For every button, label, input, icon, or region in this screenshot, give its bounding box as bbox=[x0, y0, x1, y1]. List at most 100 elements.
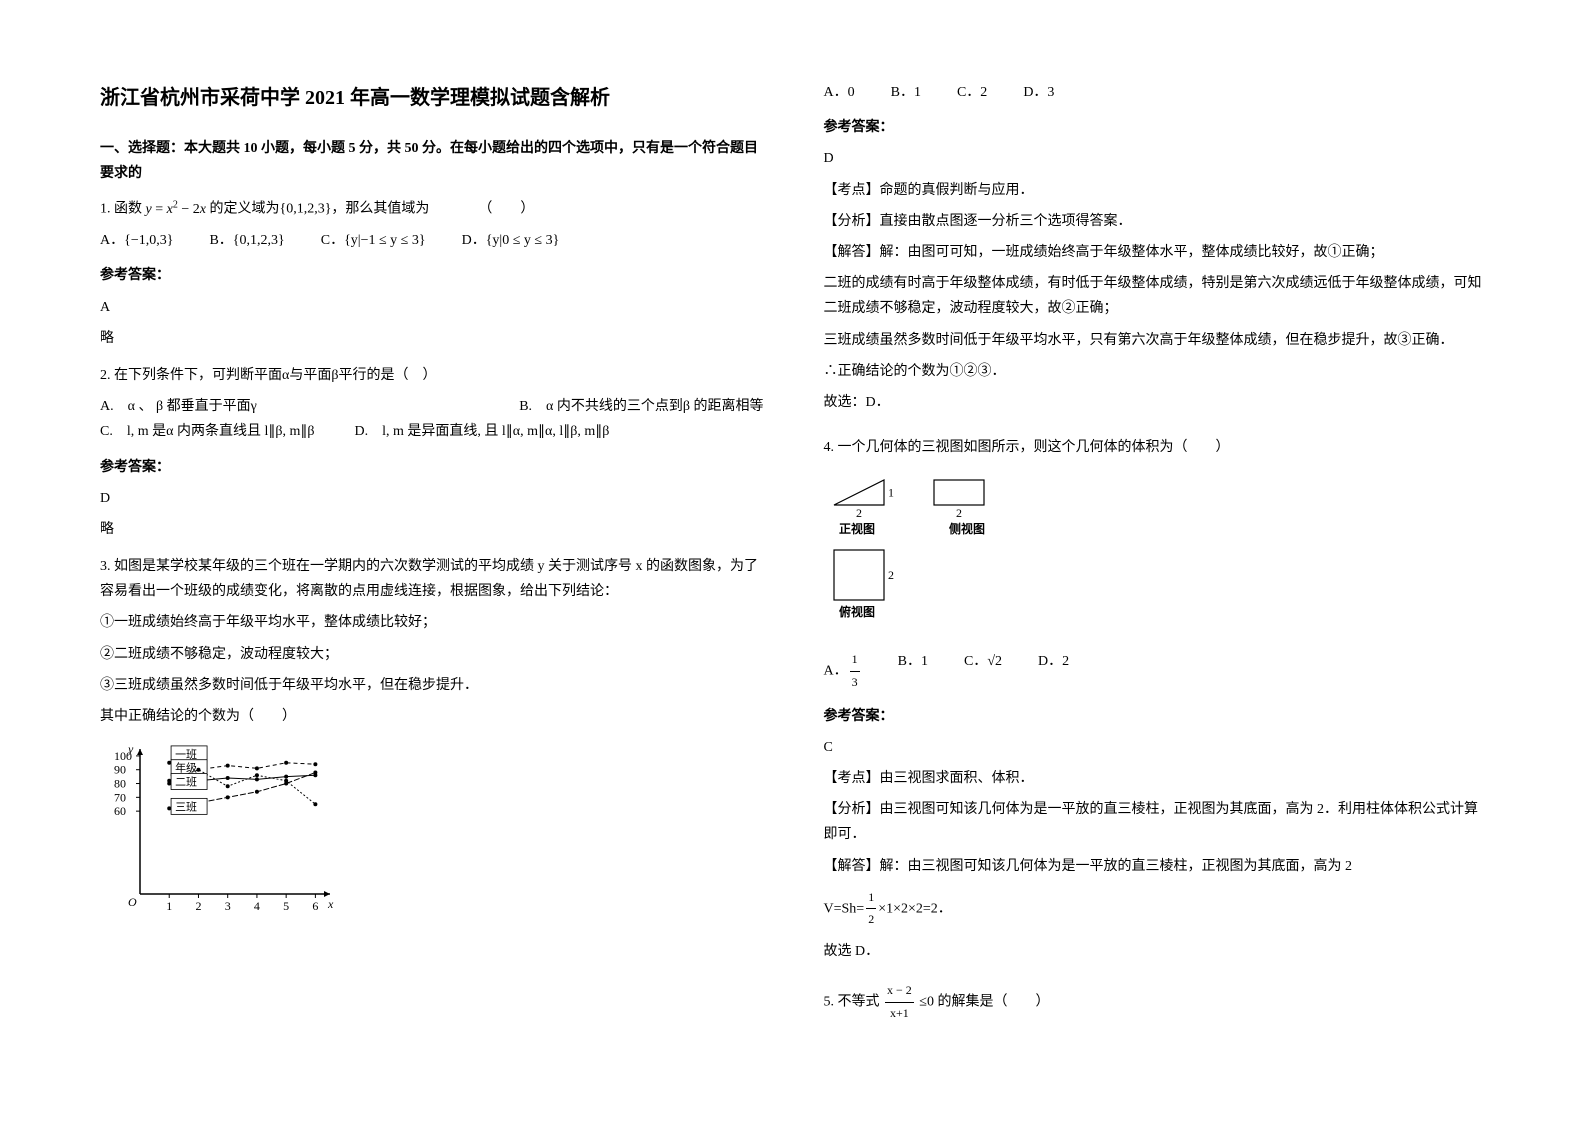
q4-jd: 【解答】解：由三视图可知该几何体为是一平放的直三棱柱，正视图为其底面，高为 2 bbox=[824, 854, 1488, 879]
q1-options: A．{−1,0,3} B．{0,1,2,3} C．{y|−1 ≤ y ≤ 3} … bbox=[100, 228, 764, 253]
q3-text4: ③三班成绩虽然多数时间低于年级平均水平，但在稳步提升． bbox=[100, 673, 764, 698]
q3-jd1: 解：由图可可知，一班成绩始终高于年级整体水平，整体成绩比较好，故①正确； bbox=[880, 245, 1384, 260]
q3-fx-text: 直接由散点图逐一分析三个选项得答案． bbox=[880, 214, 1132, 229]
q1-suffix: 的定义域为{0,1,2,3}，那么其值域为 （ ） bbox=[209, 202, 534, 217]
q2-opt-a: A. α 、 β 都垂直于平面γ bbox=[100, 394, 257, 419]
q1-opt-a: A．{−1,0,3} bbox=[100, 228, 173, 253]
q2-answer: D bbox=[100, 486, 764, 511]
svg-text:1: 1 bbox=[888, 486, 894, 500]
q1-prefix: 1. 函数 bbox=[100, 202, 142, 217]
q3-text1: 3. 如图是某学校某年级的三个班在一学期内的六次数学测试的平均成绩 y 关于测试… bbox=[100, 554, 764, 604]
q3-chart: yxO12345660708090100一班年级二班三班 bbox=[100, 739, 764, 928]
q3-fx: 【分析】直接由散点图逐一分析三个选项得答案． bbox=[824, 209, 1488, 234]
q4-opt-c-prefix: C． bbox=[964, 654, 987, 669]
q3-text3: ②二班成绩不够稳定，波动程度较大； bbox=[100, 642, 764, 667]
q1-opt-c: C．{y|−1 ≤ y ≤ 3} bbox=[321, 228, 426, 253]
q2-opt-c: C. l, m 是α 内两条直线且 l∥β, m∥β bbox=[100, 419, 314, 444]
q4-views: 21正视图2侧视图2俯视图 bbox=[824, 470, 1488, 639]
right-column: A．0 B．1 C．2 D．3 参考答案： D 【考点】命题的真假判断与应用． … bbox=[824, 80, 1488, 1036]
q3-jd4: ∴正确结论的个数为①②③． bbox=[824, 359, 1488, 384]
q3-answer-label: 参考答案： bbox=[824, 115, 1488, 140]
q4-opt-a: A．13 bbox=[824, 649, 862, 693]
q3-opt-c: C．2 bbox=[957, 80, 987, 105]
q3-jd5: 故选：D． bbox=[824, 390, 1488, 415]
q3-opt-b: B．1 bbox=[891, 80, 921, 105]
svg-text:一班: 一班 bbox=[175, 748, 197, 761]
svg-text:年级: 年级 bbox=[175, 761, 197, 775]
question-1: 1. 函数 y = x2 − 2x 的定义域为{0,1,2,3}，那么其值域为 … bbox=[100, 196, 764, 351]
question-4: 4. 一个几何体的三视图如图所示，则这个几何体的体积为（ ） 21正视图2侧视图… bbox=[824, 435, 1488, 964]
q3-kp-text: 命题的真假判断与应用． bbox=[880, 183, 1034, 198]
q3-chart-svg: yxO12345660708090100一班年级二班三班 bbox=[100, 739, 340, 919]
q4-opt-c: C．√2 bbox=[964, 649, 1002, 693]
q4-fx-label: 【分析】 bbox=[824, 802, 880, 817]
svg-text:俯视图: 俯视图 bbox=[839, 604, 875, 619]
q3-text2: ①一班成绩始终高于年级平均水平，整体成绩比较好； bbox=[100, 610, 764, 635]
q4-kp: 【考点】由三视图求面积、体积． bbox=[824, 766, 1488, 791]
document-title: 浙江省杭州市采荷中学 2021 年高一数学理模拟试题含解析 bbox=[100, 80, 764, 116]
q3-kp: 【考点】命题的真假判断与应用． bbox=[824, 178, 1488, 203]
q4-options: A．13 B．1 C．√2 D．2 bbox=[824, 649, 1488, 693]
q2-opt-b: B. α 内不共线的三个点到β 的距离相等 bbox=[519, 394, 763, 419]
q3-jd2: 二班的成绩有时高于年级整体成绩，有时低于年级整体成绩，特别是第六次成绩远低于年级… bbox=[824, 271, 1488, 321]
q4-vs-suffix: ×1×2×2=2． bbox=[878, 901, 952, 916]
svg-text:80: 80 bbox=[114, 777, 126, 791]
q3-options: A．0 B．1 C．2 D．3 bbox=[824, 80, 1488, 105]
q5-suffix: ≤0 的解集是（ ） bbox=[916, 994, 1050, 1009]
section-1-header: 一、选择题：本大题共 10 小题，每小题 5 分，共 50 分。在每小题给出的四… bbox=[100, 136, 764, 186]
svg-text:100: 100 bbox=[114, 749, 132, 763]
svg-text:60: 60 bbox=[114, 804, 126, 818]
q4-kp-label: 【考点】 bbox=[824, 771, 880, 786]
q4-volume-formula: V=Sh=12×1×2×2=2． bbox=[824, 887, 1488, 931]
q4-opt-c-val: √2 bbox=[987, 654, 1002, 669]
q1-answer-label: 参考答案： bbox=[100, 263, 764, 288]
q4-jd1: 解：由三视图可知该几何体为是一平放的直三棱柱，正视图为其底面，高为 2 bbox=[880, 859, 1353, 874]
q1-formula: y = x2 − 2x bbox=[146, 202, 206, 217]
svg-text:2: 2 bbox=[856, 506, 862, 520]
svg-text:2: 2 bbox=[195, 899, 201, 913]
q1-answer: A bbox=[100, 295, 764, 320]
q4-vs-num: 1 bbox=[866, 887, 876, 910]
q4-fx-text: 由三视图可知该几何体为是一平放的直三棱柱，正视图为其底面，高为 2．利用柱体体积… bbox=[824, 802, 1479, 842]
svg-text:O: O bbox=[128, 895, 137, 909]
q3-jd-label: 【解答】 bbox=[824, 245, 880, 260]
q4-answer-label: 参考答案： bbox=[824, 704, 1488, 729]
q4-vs-prefix: V=Sh= bbox=[824, 901, 865, 916]
q2-note: 略 bbox=[100, 517, 764, 542]
svg-text:70: 70 bbox=[114, 791, 126, 805]
q3-jd: 【解答】解：由图可可知，一班成绩始终高于年级整体水平，整体成绩比较好，故①正确； bbox=[824, 240, 1488, 265]
q2-answer-label: 参考答案： bbox=[100, 455, 764, 480]
q4-answer: C bbox=[824, 735, 1488, 760]
q4-kp-text: 由三视图求面积、体积． bbox=[880, 771, 1034, 786]
q1-text: 1. 函数 y = x2 − 2x 的定义域为{0,1,2,3}，那么其值域为 … bbox=[100, 196, 764, 222]
q5-den: x+1 bbox=[885, 1003, 914, 1025]
q4-jd3: 故选 D． bbox=[824, 939, 1488, 964]
q1-note: 略 bbox=[100, 326, 764, 351]
q4-views-svg: 21正视图2侧视图2俯视图 bbox=[824, 470, 1044, 630]
svg-text:侧视图: 侧视图 bbox=[949, 521, 985, 536]
svg-text:x: x bbox=[327, 897, 334, 911]
q4-jd-label: 【解答】 bbox=[824, 859, 880, 874]
q3-answer: D bbox=[824, 146, 1488, 171]
svg-text:2: 2 bbox=[888, 568, 894, 582]
question-5: 5. 不等式 x − 2x+1 ≤0 的解集是（ ） bbox=[824, 980, 1488, 1024]
q1-opt-b: B．{0,1,2,3} bbox=[209, 228, 284, 253]
svg-text:4: 4 bbox=[254, 899, 260, 913]
q4-opt-a-num: 1 bbox=[850, 649, 860, 672]
q3-opt-d: D．3 bbox=[1023, 80, 1054, 105]
q3-fx-label: 【分析】 bbox=[824, 214, 880, 229]
q4-opt-b: B．1 bbox=[898, 649, 928, 693]
q4-text: 4. 一个几何体的三视图如图所示，则这个几何体的体积为（ ） bbox=[824, 435, 1488, 460]
q2-opt-d: D. l, m 是异面直线, 且 l∥α, m∥α, l∥β, m∥β bbox=[354, 419, 609, 444]
question-3: 3. 如图是某学校某年级的三个班在一学期内的六次数学测试的平均成绩 y 关于测试… bbox=[100, 554, 764, 928]
q4-vs-den: 2 bbox=[866, 909, 876, 931]
svg-text:二班: 二班 bbox=[175, 776, 197, 789]
q4-opt-a-den: 3 bbox=[850, 672, 860, 694]
svg-text:三班: 三班 bbox=[175, 801, 197, 814]
svg-text:5: 5 bbox=[283, 899, 289, 913]
svg-text:1: 1 bbox=[166, 899, 172, 913]
q2-text: 2. 在下列条件下，可判断平面α与平面β平行的是（ ） bbox=[100, 363, 764, 388]
q2-options: A. α 、 β 都垂直于平面γ B. α 内不共线的三个点到β 的距离相等 C… bbox=[100, 394, 764, 444]
question-2: 2. 在下列条件下，可判断平面α与平面β平行的是（ ） A. α 、 β 都垂直… bbox=[100, 363, 764, 542]
left-column: 浙江省杭州市采荷中学 2021 年高一数学理模拟试题含解析 一、选择题：本大题共… bbox=[100, 80, 764, 1036]
